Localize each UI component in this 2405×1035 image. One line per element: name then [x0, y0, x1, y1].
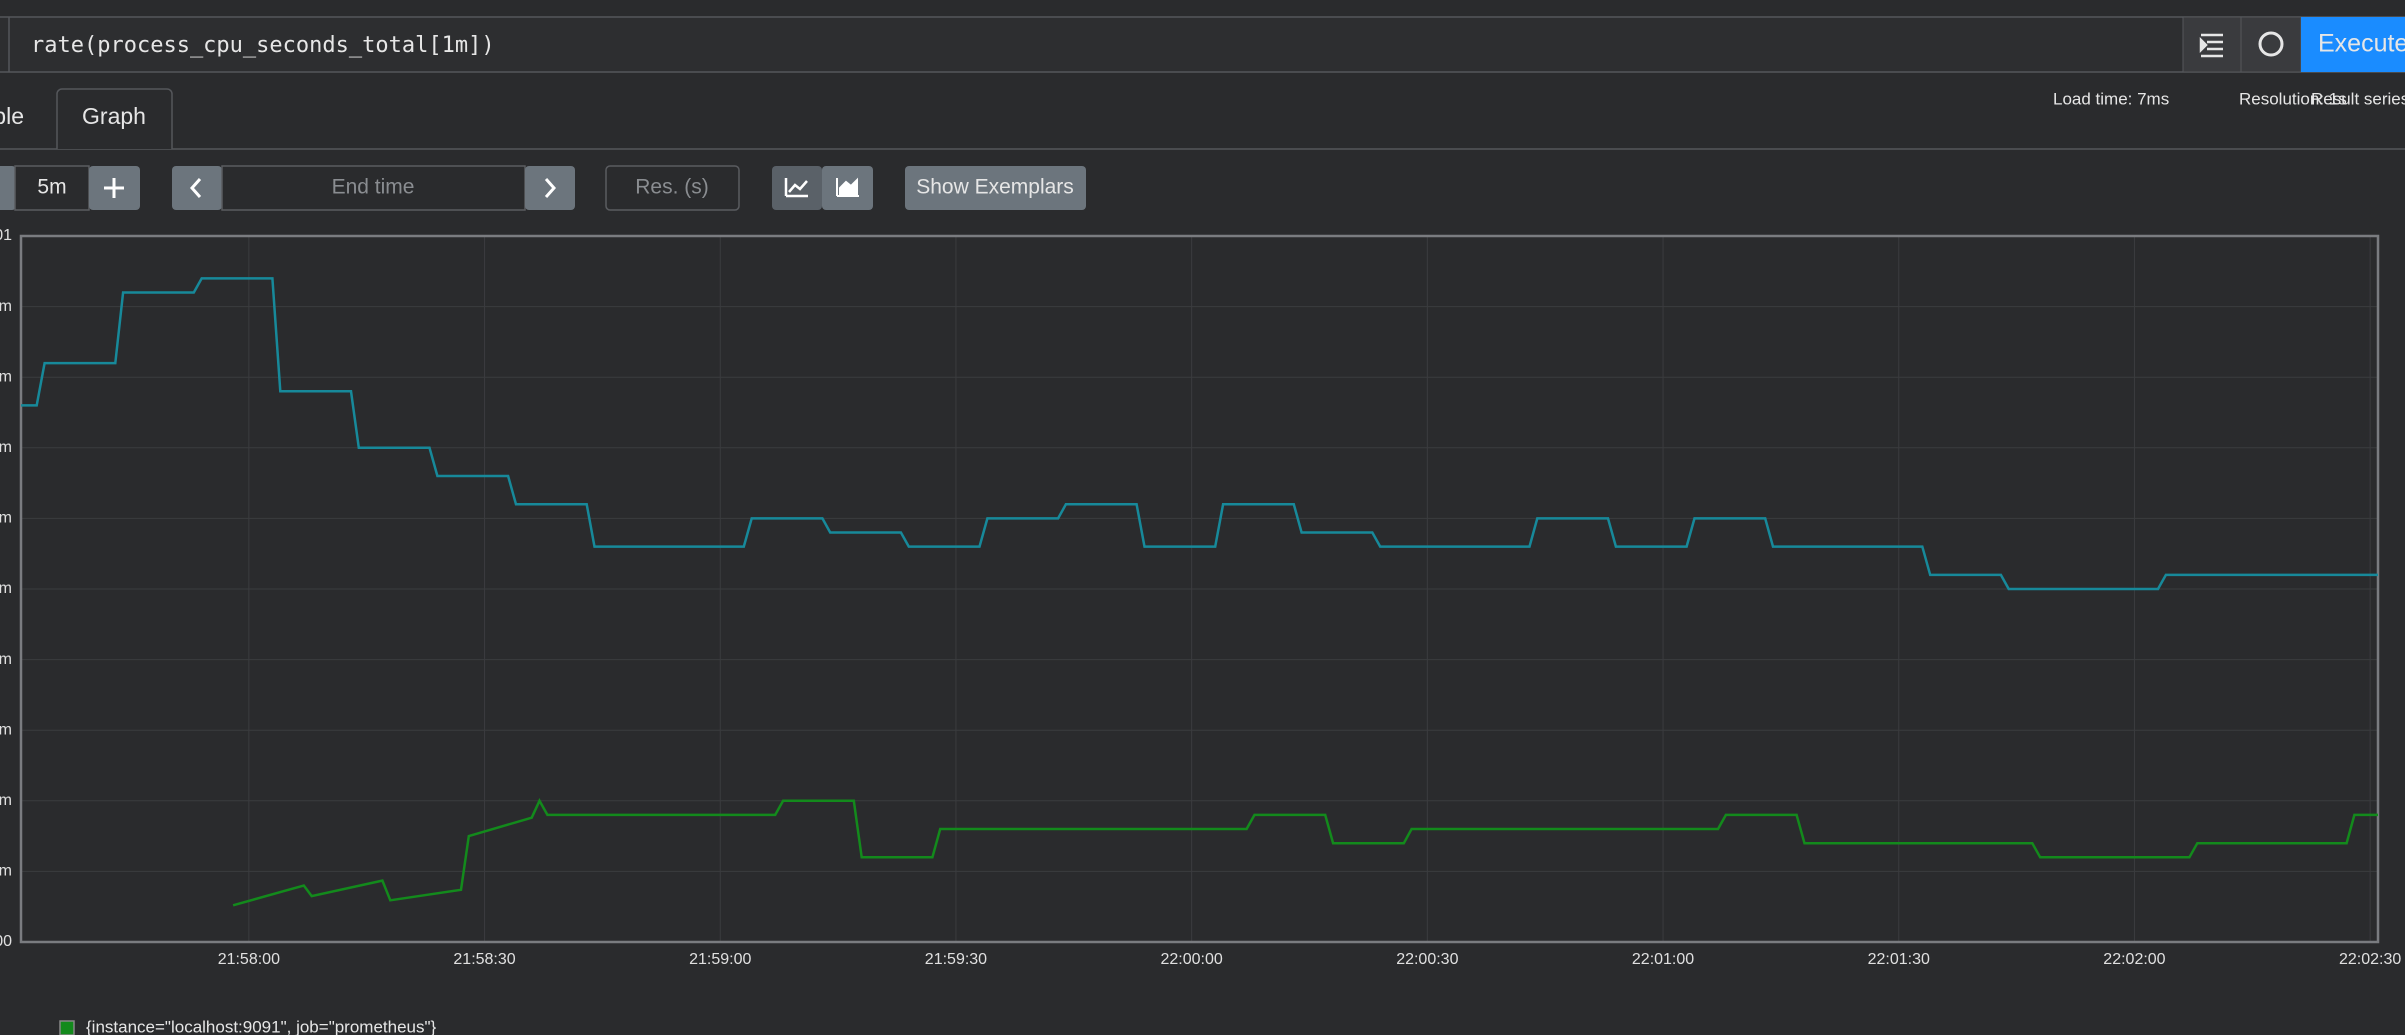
- tab-graph-box[interactable]: [56, 88, 173, 149]
- prev-button[interactable]: [172, 166, 222, 210]
- exemplars-label[interactable]: Show Exemplars: [916, 176, 1074, 199]
- range-value[interactable]: 5m: [37, 176, 66, 199]
- execute-label[interactable]: Execute: [2318, 30, 2405, 58]
- x-tick-label: 22:01:00: [1632, 951, 1694, 968]
- exemplars-button[interactable]: [905, 166, 1086, 210]
- execute-button[interactable]: [2301, 17, 2405, 72]
- format-icon: [2199, 33, 2223, 58]
- legend-label: {instance="localhost:9091", job="prometh…: [86, 1017, 437, 1035]
- x-tick-label: 21:58:30: [453, 951, 515, 968]
- graph: 0.00 1.00m 2.00m 3.00m 4.00m 5.00m 6.00m 7.00m 8…: [0, 227, 2401, 1035]
- y-tick-label: 0.01: [0, 227, 12, 244]
- x-tick-label: 22:00:00: [1161, 951, 1223, 968]
- plot-border: [19, 234, 2380, 944]
- resolution-input[interactable]: [605, 165, 740, 211]
- y-tick-label: 1.00m: [0, 863, 12, 880]
- plus-icon: [104, 178, 124, 198]
- x-tick-label: 21:59:00: [689, 951, 751, 968]
- y-tick-label: 0.00: [0, 933, 12, 950]
- x-tick-label: 22:00:30: [1396, 951, 1458, 968]
- end-time-placeholder[interactable]: End time: [332, 176, 415, 199]
- query-bar[interactable]: [0, 16, 2405, 73]
- y-tick-label: 2.00m: [0, 792, 12, 809]
- stat: Result series: [2311, 89, 2405, 108]
- stat: Load time: 7ms: [2053, 89, 2169, 108]
- next-button[interactable]: [525, 166, 575, 210]
- x-tick-label: 22:02:00: [2103, 951, 2165, 968]
- resolution-placeholder[interactable]: Res. (s): [635, 176, 709, 199]
- y-tick-label: 4.00m: [0, 651, 12, 668]
- line-icon: [784, 178, 808, 198]
- y-tick-label: 9.00m: [0, 298, 12, 315]
- globe-icon: [2258, 31, 2284, 57]
- y-tick-label: 6.00m: [0, 510, 12, 527]
- chevron-right: [544, 178, 557, 198]
- series-line: [21, 277, 2378, 591]
- explore-button[interactable]: [2240, 16, 2302, 73]
- area-icon: [836, 177, 859, 197]
- y-tick-label: 5.00m: [0, 580, 12, 597]
- stat: Resolution: 1s: [2239, 89, 2347, 108]
- tab-table[interactable]: Table: [0, 103, 24, 129]
- tab-graph[interactable]: Graph: [82, 103, 146, 129]
- legend-swatch: [59, 1020, 75, 1035]
- format-button[interactable]: [2182, 16, 2242, 73]
- minus-button[interactable]: [0, 166, 16, 210]
- x-tick-label: 22:01:30: [1868, 951, 1930, 968]
- chevron-left: [189, 178, 202, 198]
- y-tick-label: 8.00m: [0, 368, 12, 385]
- x-tick-label: 21:59:30: [925, 951, 987, 968]
- y-tick-label: 3.00m: [0, 721, 12, 738]
- query-text[interactable]: rate(process_cpu_seconds_total[1m]): [31, 33, 495, 58]
- x-tick-label: 21:58:00: [218, 951, 280, 968]
- x-tick-label: 22:02:30: [2339, 951, 2401, 968]
- y-tick-label: 7.00m: [0, 439, 12, 456]
- range-input[interactable]: [14, 165, 90, 211]
- series-line: [232, 798, 2378, 907]
